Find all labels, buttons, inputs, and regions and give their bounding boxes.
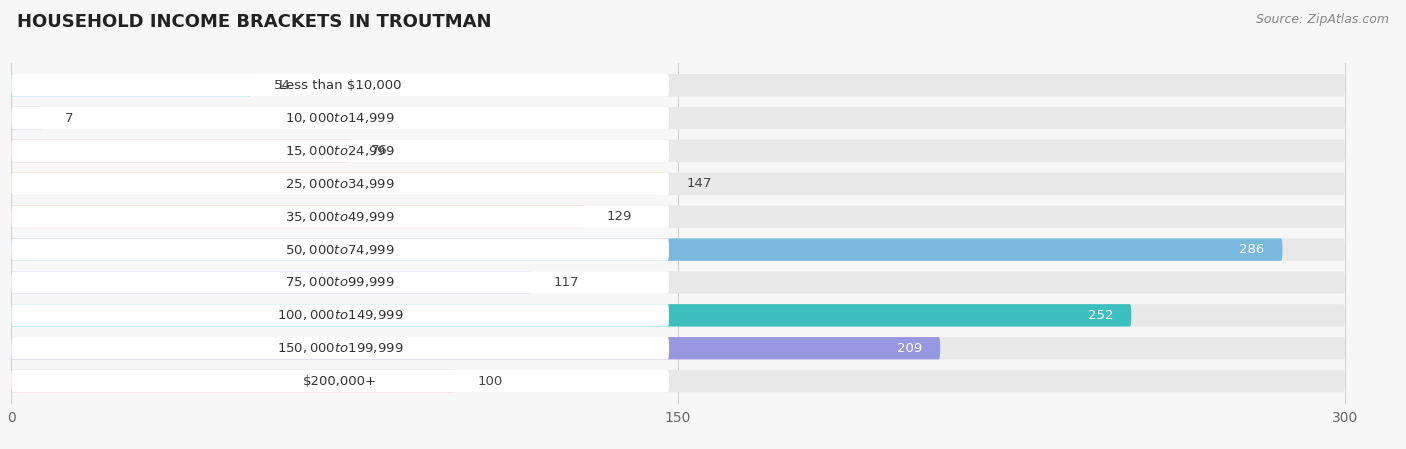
FancyBboxPatch shape: [11, 74, 1344, 97]
Text: 286: 286: [1240, 243, 1264, 256]
FancyBboxPatch shape: [11, 107, 1344, 129]
FancyBboxPatch shape: [11, 370, 1344, 392]
FancyBboxPatch shape: [11, 238, 1282, 261]
Text: $35,000 to $49,999: $35,000 to $49,999: [285, 210, 395, 224]
FancyBboxPatch shape: [11, 271, 669, 294]
FancyBboxPatch shape: [11, 107, 669, 129]
FancyBboxPatch shape: [11, 140, 669, 162]
Text: Less than $10,000: Less than $10,000: [278, 79, 401, 92]
FancyBboxPatch shape: [11, 304, 1132, 326]
FancyBboxPatch shape: [11, 74, 669, 97]
Text: Source: ZipAtlas.com: Source: ZipAtlas.com: [1256, 13, 1389, 26]
Text: 252: 252: [1088, 309, 1114, 322]
Text: 117: 117: [554, 276, 579, 289]
FancyBboxPatch shape: [11, 337, 1344, 359]
Text: 54: 54: [274, 79, 291, 92]
Text: $50,000 to $74,999: $50,000 to $74,999: [285, 242, 395, 256]
FancyBboxPatch shape: [11, 173, 669, 195]
FancyBboxPatch shape: [11, 173, 665, 195]
FancyBboxPatch shape: [11, 271, 531, 294]
Text: 209: 209: [897, 342, 922, 355]
FancyBboxPatch shape: [11, 74, 252, 97]
Text: 7: 7: [65, 112, 73, 124]
FancyBboxPatch shape: [11, 337, 941, 359]
FancyBboxPatch shape: [11, 140, 1344, 162]
Text: $200,000+: $200,000+: [304, 374, 377, 387]
FancyBboxPatch shape: [11, 370, 456, 392]
Text: $75,000 to $99,999: $75,000 to $99,999: [285, 276, 395, 290]
FancyBboxPatch shape: [11, 173, 1344, 195]
FancyBboxPatch shape: [11, 238, 669, 261]
Text: 129: 129: [607, 210, 633, 223]
Text: 100: 100: [478, 374, 503, 387]
FancyBboxPatch shape: [11, 370, 669, 392]
FancyBboxPatch shape: [11, 304, 1344, 326]
Text: $25,000 to $34,999: $25,000 to $34,999: [285, 177, 395, 191]
FancyBboxPatch shape: [11, 271, 1344, 294]
Text: $150,000 to $199,999: $150,000 to $199,999: [277, 341, 404, 355]
Text: HOUSEHOLD INCOME BRACKETS IN TROUTMAN: HOUSEHOLD INCOME BRACKETS IN TROUTMAN: [17, 13, 491, 31]
Text: $15,000 to $24,999: $15,000 to $24,999: [285, 144, 395, 158]
FancyBboxPatch shape: [11, 206, 585, 228]
Text: $10,000 to $14,999: $10,000 to $14,999: [285, 111, 395, 125]
Text: 76: 76: [371, 145, 388, 158]
FancyBboxPatch shape: [11, 206, 1344, 228]
FancyBboxPatch shape: [11, 206, 669, 228]
FancyBboxPatch shape: [11, 140, 349, 162]
Text: $100,000 to $149,999: $100,000 to $149,999: [277, 308, 404, 322]
FancyBboxPatch shape: [11, 107, 42, 129]
FancyBboxPatch shape: [11, 304, 669, 326]
FancyBboxPatch shape: [11, 337, 669, 359]
Text: 147: 147: [688, 177, 713, 190]
FancyBboxPatch shape: [11, 238, 1344, 261]
